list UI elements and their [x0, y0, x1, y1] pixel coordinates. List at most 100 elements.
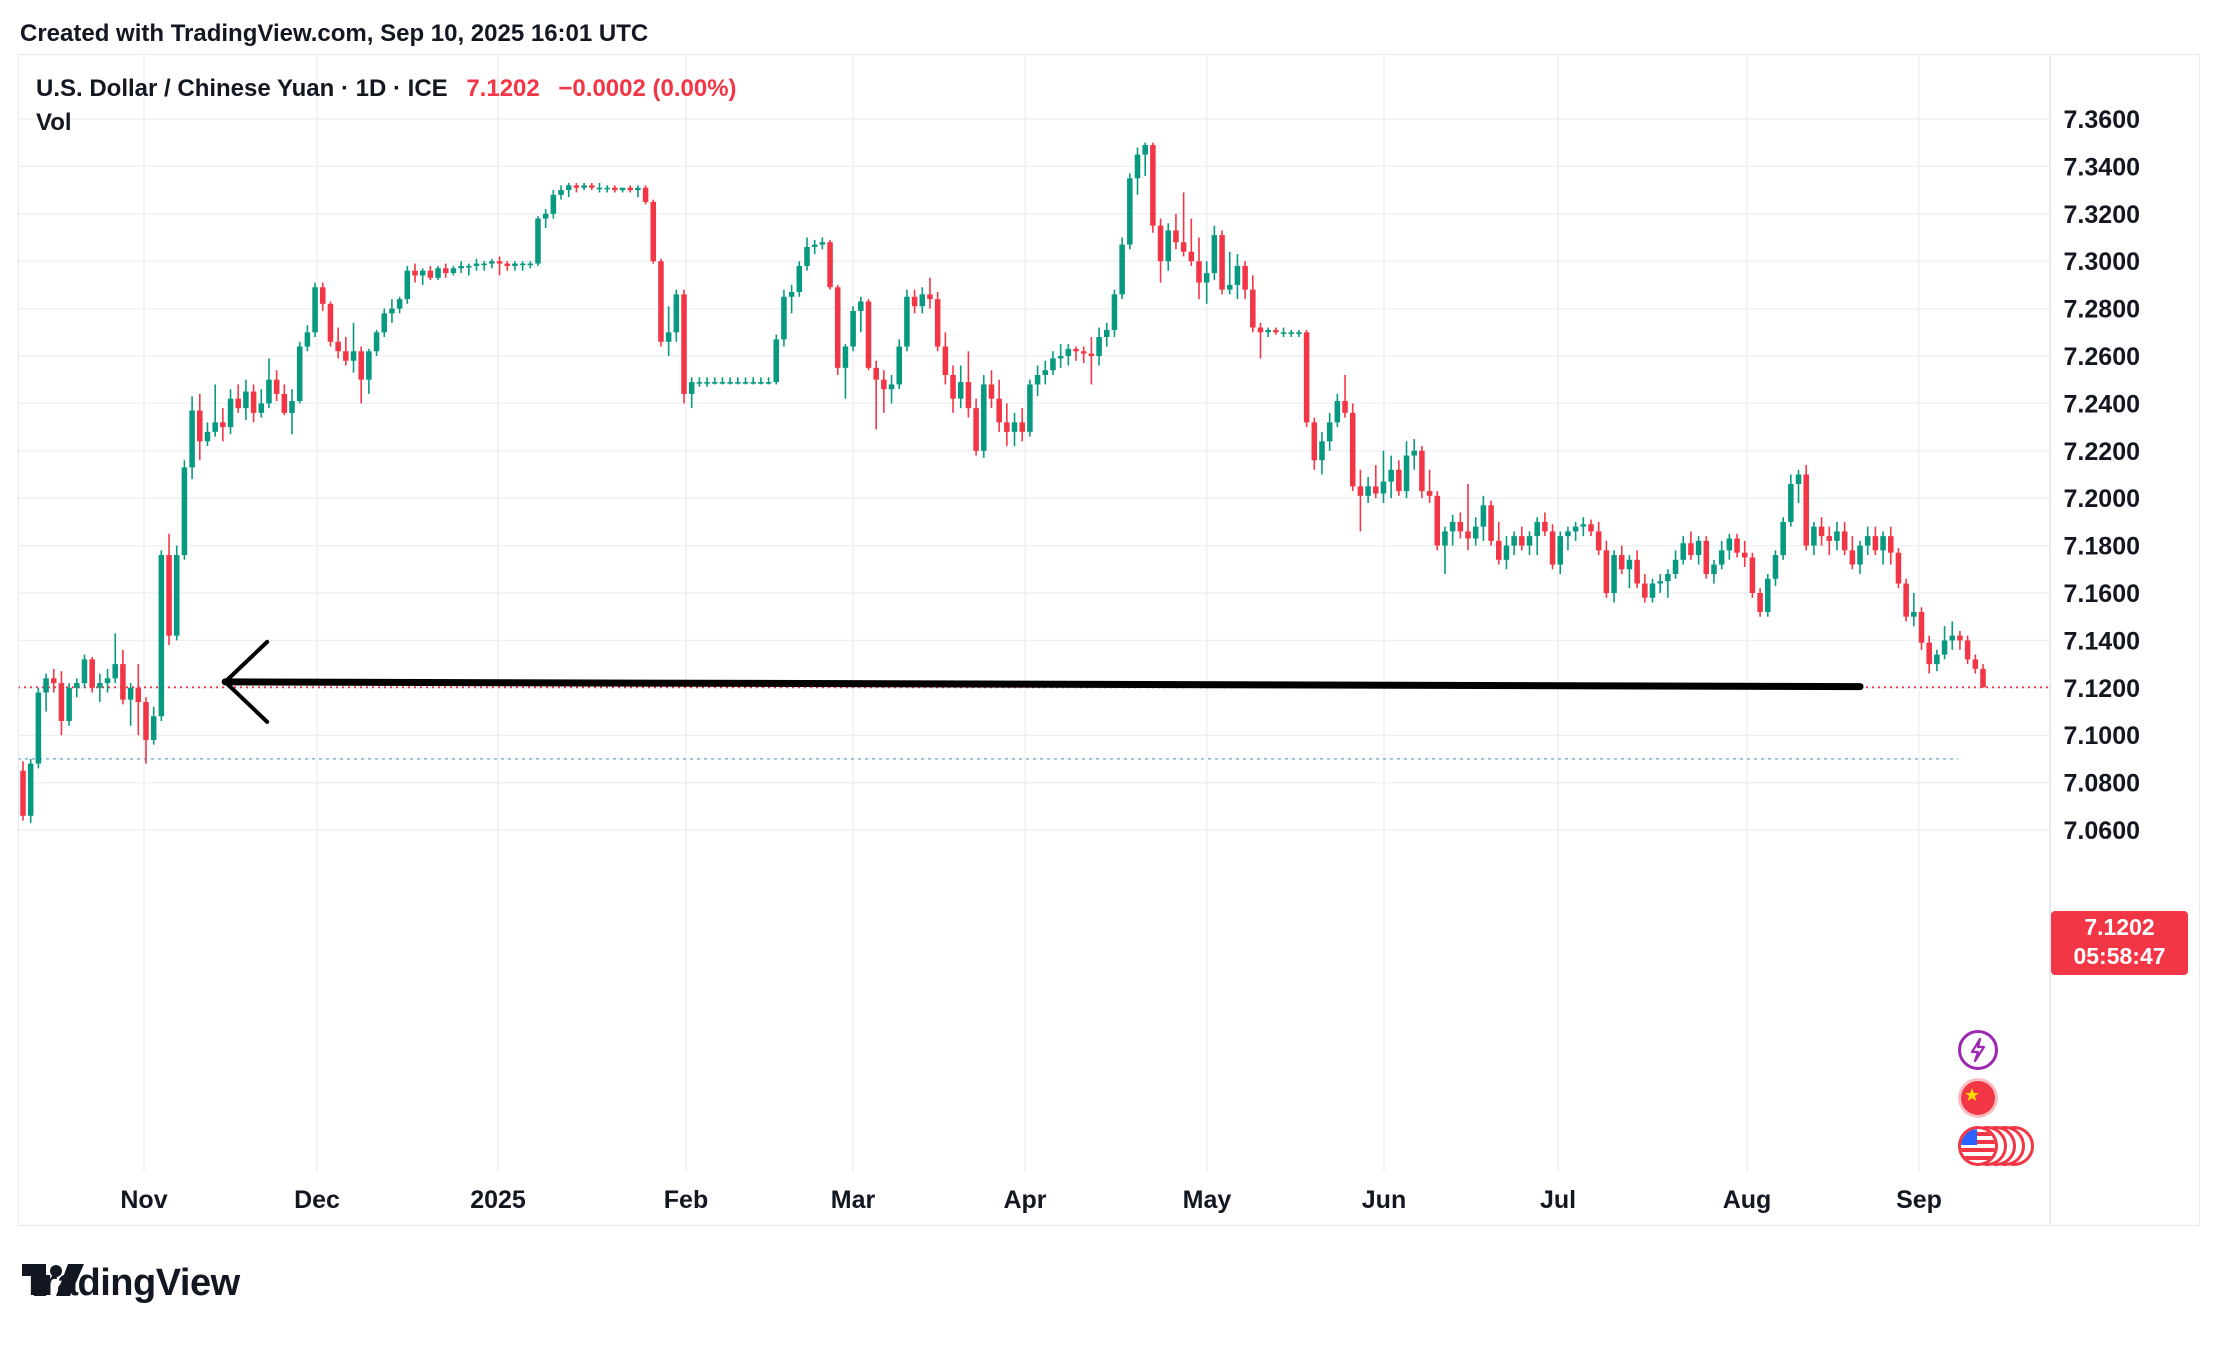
- candle-down: [834, 287, 841, 368]
- candle-down: [1818, 526, 1825, 537]
- candle-up: [1296, 332, 1302, 334]
- arrow-annotation-head: [223, 639, 270, 724]
- candle-down: [135, 687, 142, 703]
- candle-up: [1565, 531, 1571, 537]
- candle-up: [542, 213, 549, 219]
- candle-up: [711, 382, 718, 384]
- candle-down: [911, 296, 918, 307]
- time-axis-label: Mar: [831, 1186, 876, 1214]
- candle-up: [1503, 545, 1510, 560]
- candle-down: [58, 683, 65, 721]
- candle-down: [1004, 422, 1010, 432]
- candle-down: [573, 185, 580, 188]
- bar-countdown: 05:58:47: [2073, 943, 2166, 969]
- candle-up: [189, 410, 195, 468]
- chart-area[interactable]: 7.3600 7.3400 7.3200 7.3000 7.2800 7.2600 7.24…: [18, 54, 2200, 1226]
- candle-down: [1603, 550, 1610, 593]
- candle-up: [1726, 538, 1733, 551]
- candle-down: [1349, 412, 1356, 487]
- candle-down: [873, 367, 879, 380]
- candle-up: [1034, 374, 1041, 385]
- candle-down: [1080, 351, 1087, 354]
- candle-up: [550, 194, 557, 214]
- candle-up: [819, 242, 826, 245]
- price-axis-label: 7.2200: [2064, 438, 2140, 466]
- candle-down: [281, 393, 288, 413]
- price-axis-label: 7.3200: [2064, 201, 2140, 229]
- candle-up: [1234, 265, 1241, 285]
- candle-down: [1180, 242, 1187, 252]
- candle-up: [919, 294, 926, 307]
- price-axis-label: 7.3400: [2064, 153, 2140, 181]
- candle-up: [1442, 531, 1448, 546]
- candle-down: [865, 301, 872, 368]
- candle-up: [1119, 244, 1125, 295]
- candle-up: [419, 270, 426, 276]
- candle-up: [404, 270, 411, 300]
- candle-down: [927, 294, 933, 300]
- candle-down: [1849, 550, 1856, 565]
- candle-up: [227, 398, 234, 428]
- candle-up: [1065, 348, 1072, 356]
- candle-up: [1057, 356, 1064, 359]
- candlestick-chart[interactable]: 7.3600 7.3400 7.3200 7.3000 7.2800 7.2600 7.24…: [18, 54, 2200, 1226]
- candle-up: [181, 467, 188, 556]
- candle-up: [750, 382, 756, 384]
- candle-up: [1411, 450, 1417, 456]
- time-axis-label: Feb: [664, 1186, 708, 1214]
- candle-up: [1811, 526, 1817, 546]
- candle-up: [1795, 474, 1802, 484]
- candle-up: [1626, 559, 1633, 570]
- candle-down: [442, 268, 449, 274]
- us-flag-event-stack[interactable]: [1958, 1126, 2038, 1170]
- candle-up: [1280, 332, 1287, 334]
- symbol-title[interactable]: U.S. Dollar / Chinese Yuan · 1D · ICE: [36, 75, 448, 102]
- candle-down: [496, 261, 503, 264]
- price-axis-label: 7.1200: [2064, 675, 2140, 703]
- candle-down: [1150, 145, 1156, 226]
- candle-down: [1703, 540, 1710, 575]
- candle-up: [1480, 505, 1487, 527]
- candle-up: [1226, 284, 1233, 290]
- candle-up: [735, 382, 741, 384]
- candle-up: [258, 403, 265, 413]
- candle-up: [688, 382, 695, 394]
- tradingview-logo[interactable]: TradingView: [22, 1262, 240, 1305]
- candle-up: [957, 382, 964, 399]
- time-axis-label: Sep: [1896, 1186, 1942, 1214]
- legend-change: −0.0002 (0.00%): [558, 75, 737, 102]
- candle-up: [788, 292, 795, 297]
- candle-up: [1772, 555, 1779, 579]
- candle-up: [1511, 536, 1517, 546]
- candle-up: [1211, 235, 1218, 274]
- candle-up: [373, 332, 380, 352]
- candle-up: [74, 683, 80, 688]
- china-flag-icon[interactable]: [1958, 1078, 1998, 1118]
- candle-up: [758, 382, 764, 384]
- lightning-event-icon[interactable]: [1958, 1030, 1998, 1070]
- candle-up: [1788, 483, 1794, 522]
- candle-up: [565, 185, 572, 191]
- candle-down: [1419, 450, 1425, 492]
- candle-up: [1103, 329, 1110, 338]
- candle-down: [1549, 531, 1556, 565]
- price-axis-label: 7.3000: [2064, 248, 2140, 276]
- candle-up: [1611, 555, 1617, 593]
- candle-down: [412, 270, 418, 276]
- candle-up: [212, 422, 218, 432]
- volume-legend-label[interactable]: Vol: [36, 109, 72, 136]
- candle-down: [197, 410, 203, 442]
- candle-up: [127, 687, 134, 700]
- candle-up: [535, 218, 541, 264]
- candle-down: [681, 294, 687, 394]
- tradingview-logo-icon: [22, 1264, 84, 1296]
- candle-up: [1011, 422, 1018, 432]
- candle-up: [289, 401, 295, 413]
- price-axis-label: 7.2800: [2064, 296, 2140, 324]
- candle-down: [1588, 524, 1594, 532]
- price-axis-label: 7.3600: [2064, 106, 2140, 134]
- candle-up: [704, 382, 710, 384]
- candle-up: [97, 683, 103, 688]
- candle-down: [1749, 557, 1756, 593]
- time-axis-label: Apr: [1003, 1186, 1046, 1214]
